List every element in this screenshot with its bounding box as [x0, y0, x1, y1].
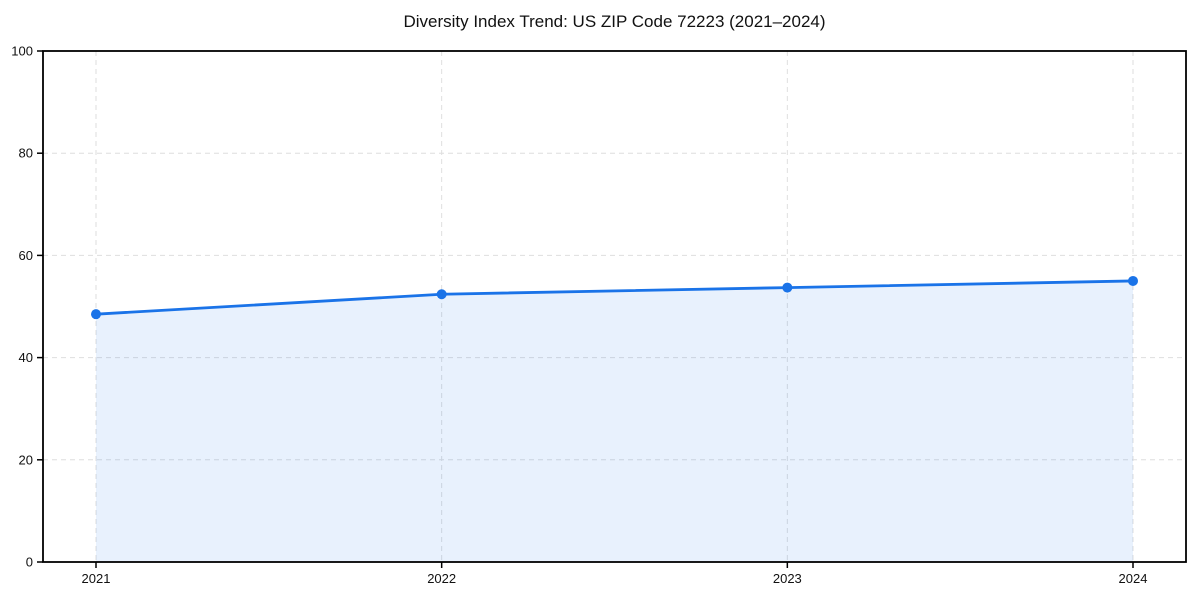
area-fill	[96, 280, 1133, 562]
data-point	[782, 282, 793, 293]
x-tick-label: 2023	[773, 571, 802, 586]
data-point	[1128, 275, 1138, 286]
y-tick-label: 40	[19, 350, 33, 365]
x-tick-label: 2024	[1119, 571, 1148, 586]
data-point	[91, 309, 101, 320]
plot-border	[42, 50, 1187, 563]
y-tick-label: 0	[26, 555, 33, 570]
x-tick-label: 2022	[427, 571, 456, 586]
y-tick-label: 80	[19, 146, 33, 161]
y-tick-label: 60	[19, 248, 33, 263]
data-point	[436, 289, 447, 300]
trend-line	[94, 279, 1135, 316]
y-tick-label: 20	[19, 452, 33, 467]
chart-title: Diversity Index Trend: US ZIP Code 72223…	[403, 12, 826, 31]
y-tick-label: 100	[11, 44, 33, 59]
x-tick-label: 2021	[82, 571, 111, 586]
